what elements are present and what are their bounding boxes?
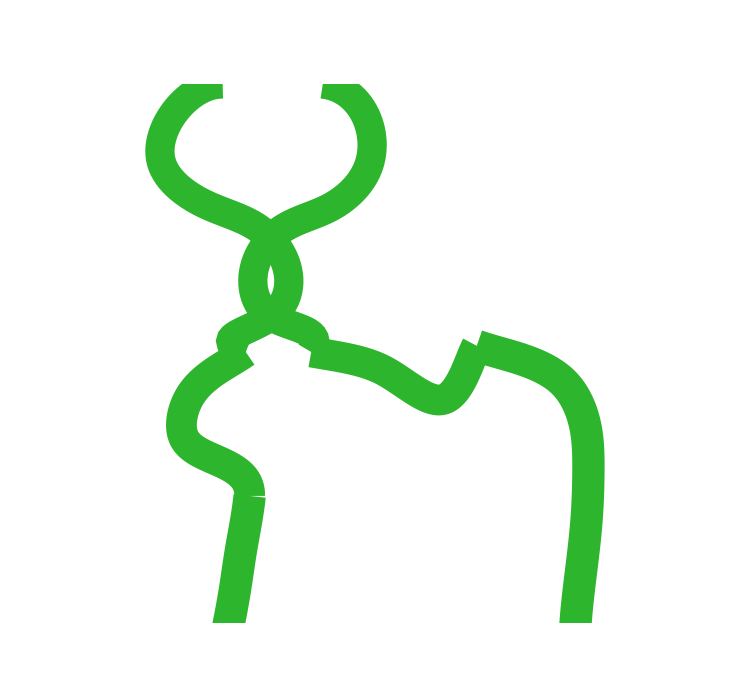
Polygon shape xyxy=(472,330,604,646)
Polygon shape xyxy=(238,69,387,359)
Polygon shape xyxy=(166,340,265,496)
Polygon shape xyxy=(198,494,266,700)
Polygon shape xyxy=(146,69,304,365)
Polygon shape xyxy=(308,337,490,415)
